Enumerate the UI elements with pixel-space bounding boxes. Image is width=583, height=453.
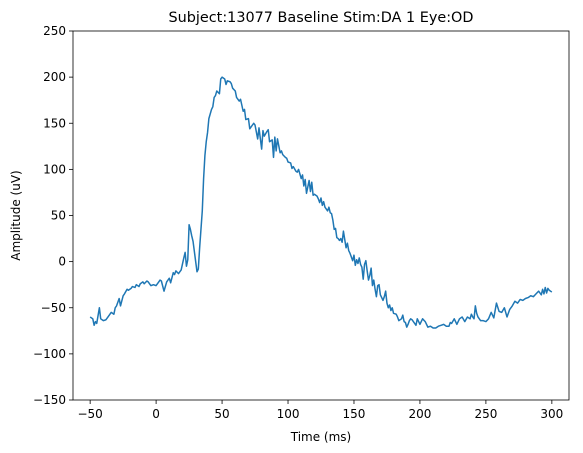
y-axis: −150 −100 −50 0 50 100 150 200 250 (33, 24, 73, 407)
x-tick-label: 50 (214, 407, 229, 421)
series-line (89, 76, 553, 329)
y-tick-label: 100 (43, 162, 66, 176)
y-tick-label: 250 (43, 24, 66, 38)
x-tick-label: 100 (277, 407, 300, 421)
x-tick-label: 300 (540, 407, 563, 421)
x-tick-label: 0 (152, 407, 160, 421)
y-tick-label: 200 (43, 70, 66, 84)
y-tick-label: −100 (33, 347, 66, 361)
plot-frame (72, 30, 570, 401)
y-tick-label: −50 (41, 301, 66, 315)
y-tick-label: 0 (58, 255, 66, 269)
x-axis-label: Time (ms) (290, 430, 352, 444)
x-axis: −50 0 50 100 150 200 250 300 (77, 400, 563, 421)
chart-title: Subject:13077 Baseline Stim:DA 1 Eye:OD (169, 10, 474, 26)
x-tick-label: 250 (474, 407, 497, 421)
x-tick-label: 150 (343, 407, 366, 421)
y-tick-label: 150 (43, 116, 66, 130)
y-axis-label: Amplitude (uV) (9, 170, 23, 261)
y-tick-label: −150 (33, 393, 66, 407)
x-tick-label: 200 (408, 407, 431, 421)
x-tick-label: −50 (77, 407, 102, 421)
y-tick-label: 50 (51, 209, 66, 223)
